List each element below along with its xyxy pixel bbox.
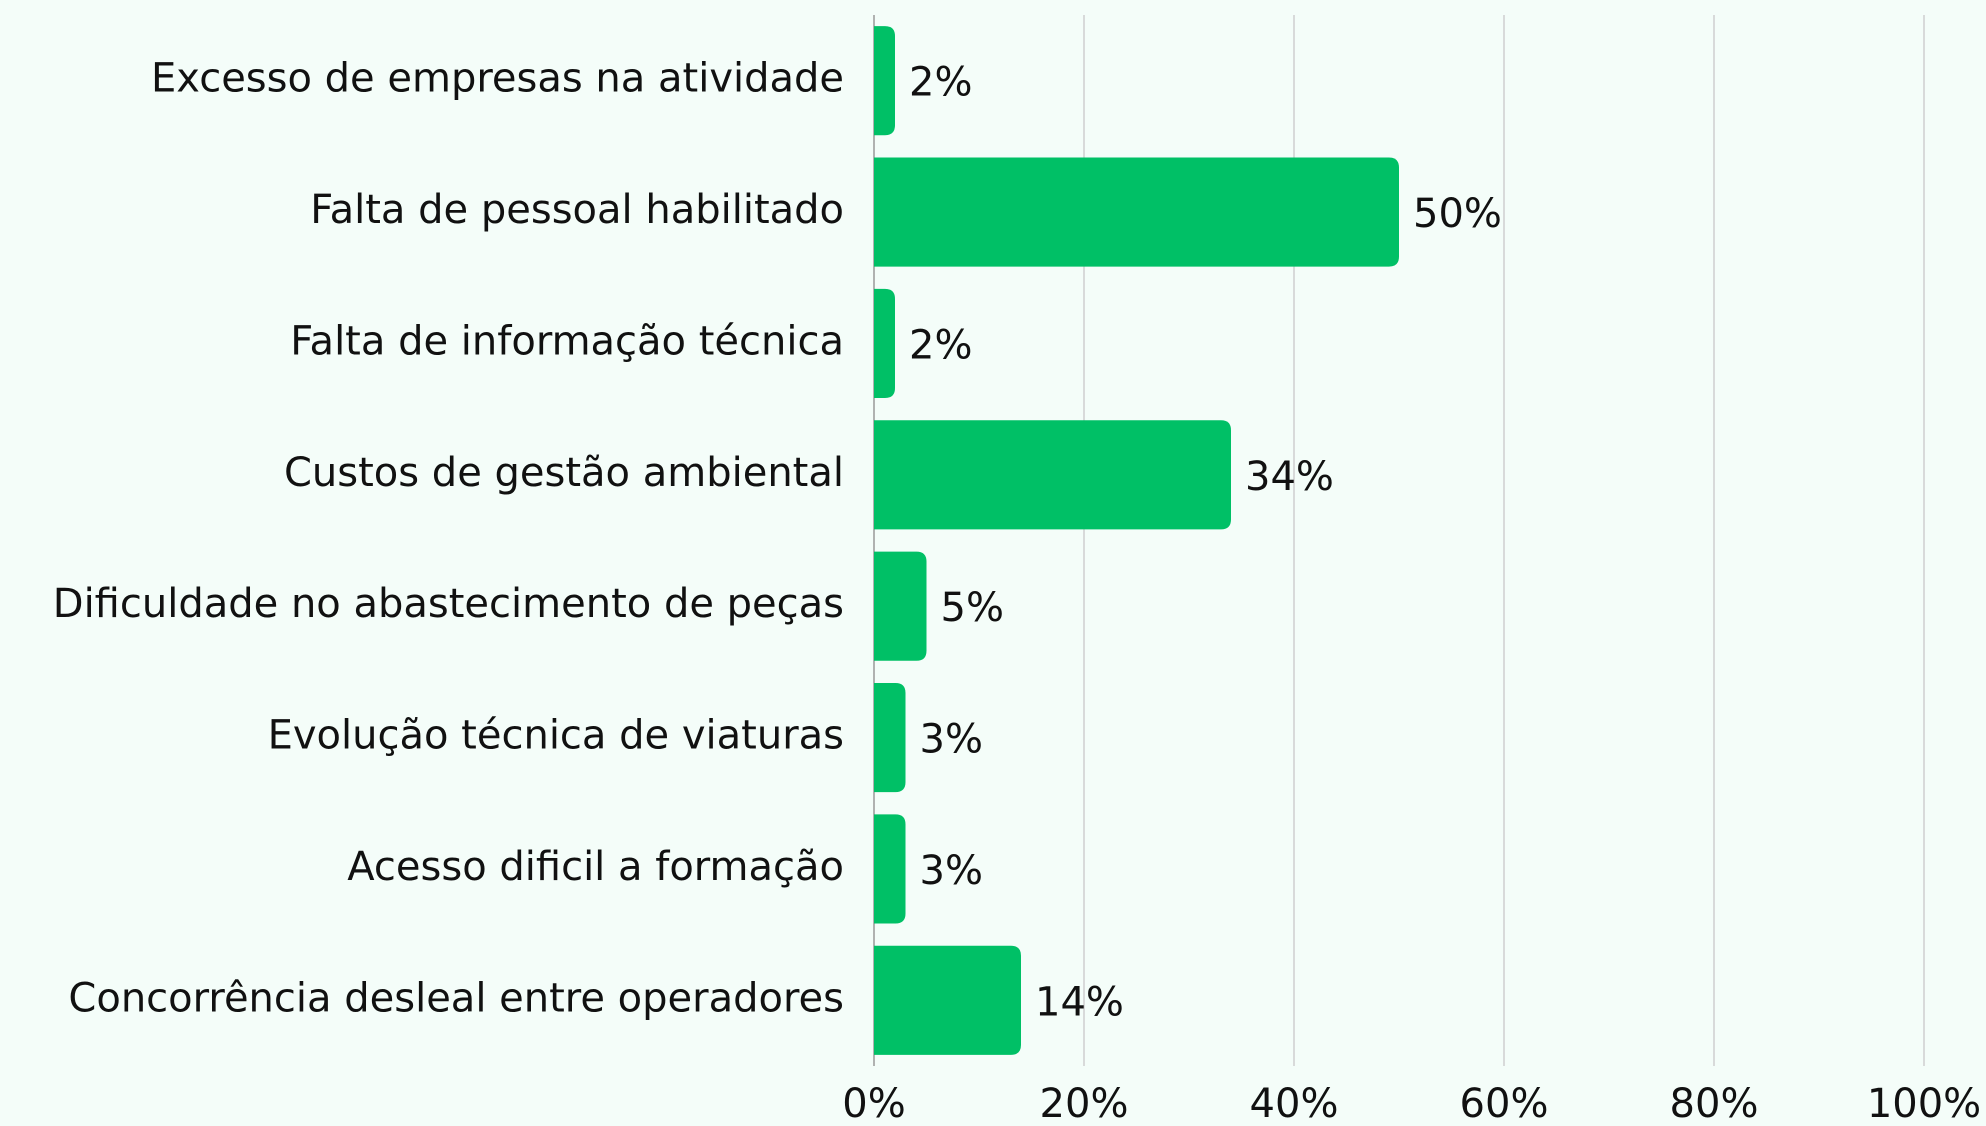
value-label: 50%: [1413, 191, 1502, 237]
value-label: 5%: [941, 585, 1004, 631]
y-tick-label: Concorrência desleal entre operadores: [68, 975, 844, 1021]
x-tick-label: 80%: [1670, 1081, 1759, 1126]
value-label: 34%: [1245, 454, 1334, 500]
y-tick-label: Dificuldade no abastecimento de peças: [53, 581, 844, 627]
value-label: 2%: [909, 60, 972, 106]
y-tick-label: Custos de gestão ambiental: [284, 450, 844, 496]
bar: [874, 814, 906, 924]
bar: [874, 420, 1231, 530]
x-tick-label: 60%: [1460, 1081, 1549, 1126]
y-tick-label: Evolução técnica de viaturas: [268, 713, 844, 759]
y-tick-label: Excesso de empresas na atividade: [151, 56, 844, 102]
y-tick-label: Acesso dificil a formação: [347, 844, 844, 890]
value-label: 14%: [1035, 979, 1124, 1025]
x-tick-label: 100%: [1867, 1081, 1981, 1126]
bar: [874, 551, 927, 661]
x-tick-label: 20%: [1040, 1081, 1129, 1126]
bar: [874, 288, 895, 398]
bar: [874, 945, 1021, 1055]
x-tick-label: 0%: [842, 1081, 905, 1126]
bar: [874, 157, 1399, 267]
x-tick-label: 40%: [1250, 1081, 1339, 1126]
value-label: 3%: [920, 717, 983, 763]
y-tick-label: Falta de informação técnica: [290, 318, 844, 364]
bar: [874, 26, 895, 136]
value-label: 3%: [920, 848, 983, 894]
value-label: 2%: [909, 322, 972, 368]
bar: [874, 683, 906, 793]
y-tick-label: Falta de pessoal habilitado: [310, 187, 844, 233]
